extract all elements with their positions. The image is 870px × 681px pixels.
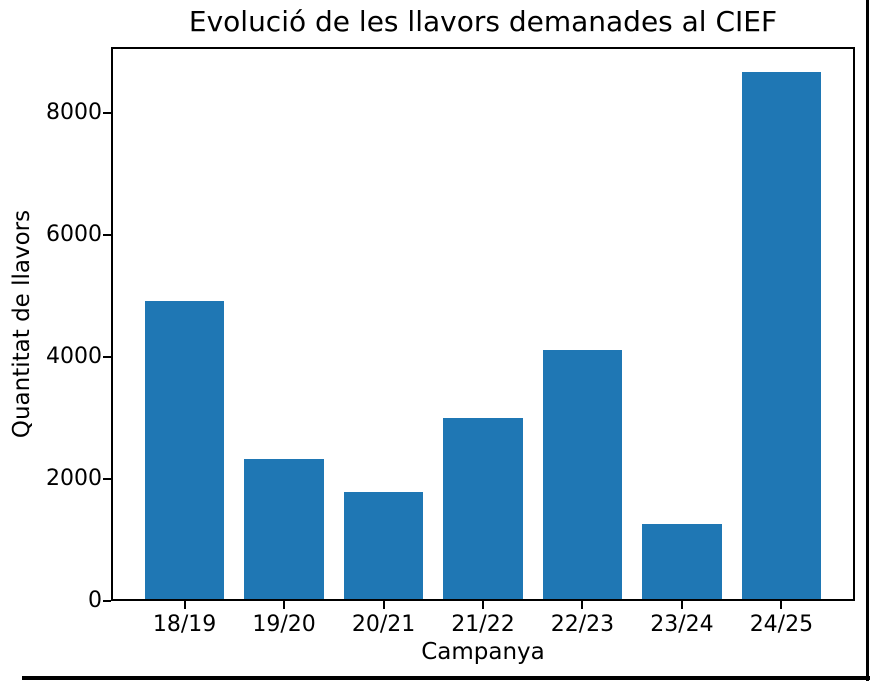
- y-tick-mark: [103, 233, 111, 236]
- page-border-right: [866, 0, 869, 681]
- chart-title: Evolució de les llavors demanades al CIE…: [188, 5, 778, 38]
- bar: [144, 300, 225, 599]
- bar: [741, 71, 822, 599]
- y-tick-mark: [103, 111, 111, 114]
- bar: [542, 350, 623, 599]
- y-tick-mark: [103, 355, 111, 358]
- x-tick-label: 21/22: [451, 612, 515, 637]
- x-tick-label: 24/25: [749, 612, 814, 637]
- x-tick-label: 19/20: [252, 612, 316, 637]
- y-tick-label: 2000: [46, 465, 102, 491]
- y-tick-label: 6000: [46, 221, 102, 247]
- x-tick-label: 23/24: [650, 612, 714, 637]
- page-border-bottom: [22, 676, 870, 680]
- x-axis-label: Campanya: [421, 639, 545, 665]
- y-tick-label: 8000: [46, 99, 102, 125]
- x-tick-mark: [482, 601, 484, 609]
- x-tick-mark: [680, 601, 683, 609]
- bar: [443, 417, 523, 599]
- x-tick-mark: [183, 601, 186, 609]
- y-tick-label: 0: [88, 588, 102, 613]
- bar: [343, 491, 424, 599]
- x-tick-mark: [581, 601, 584, 609]
- bar: [642, 523, 722, 599]
- x-tick-mark: [382, 601, 385, 609]
- y-tick-mark: [103, 600, 111, 602]
- x-tick-label: 18/19: [152, 612, 217, 637]
- plot-area: [111, 47, 855, 601]
- x-tick-mark: [283, 601, 286, 609]
- bar: [244, 458, 324, 599]
- y-tick-label: 4000: [46, 343, 102, 369]
- x-tick-label: 22/23: [550, 612, 615, 637]
- x-tick-label: 20/21: [351, 612, 416, 637]
- y-tick-mark: [103, 477, 111, 480]
- x-tick-mark: [780, 601, 783, 609]
